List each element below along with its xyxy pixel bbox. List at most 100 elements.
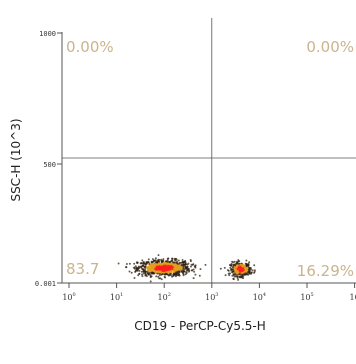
event-dot (166, 264, 170, 268)
x-tick-label: 101 (110, 292, 123, 302)
event-dot (185, 267, 188, 270)
event-dot (155, 275, 158, 278)
event-dot (142, 269, 145, 272)
event-dot (191, 269, 194, 272)
event-dot (170, 259, 173, 262)
event-dot (243, 270, 246, 273)
event-dot (172, 269, 175, 272)
event-dot (135, 269, 137, 272)
event-dot (117, 262, 120, 265)
event-dot (229, 266, 232, 269)
event-dot (177, 274, 180, 277)
event-dot (176, 267, 179, 270)
event-dot (236, 270, 239, 273)
event-dot (150, 266, 152, 269)
event-dot (134, 270, 137, 273)
event-dot (154, 270, 157, 273)
event-dot (157, 254, 160, 257)
event-dot (169, 265, 173, 269)
event-dot (231, 270, 234, 273)
event-dot (177, 259, 180, 262)
event-dot (174, 266, 177, 269)
x-tick-label: 10 (350, 293, 356, 302)
x-tick-label: 105 (300, 292, 313, 302)
event-dot (194, 265, 197, 268)
event-dot (161, 268, 165, 272)
event-dot (147, 258, 150, 261)
event-dot (160, 271, 163, 274)
x-axis-label: CD19 - PerCP-Cy5.5-H (134, 319, 266, 333)
event-dot (128, 270, 131, 273)
event-dot (156, 267, 160, 271)
event-dot (157, 258, 160, 261)
event-dot (147, 272, 150, 275)
event-dot (242, 275, 245, 278)
event-dot (198, 274, 201, 277)
event-dot (244, 272, 247, 275)
event-dot (177, 271, 180, 274)
event-dot (174, 259, 177, 262)
event-dot (182, 266, 185, 268)
event-dot (251, 269, 254, 272)
event-dot (159, 263, 162, 266)
event-dot (182, 274, 185, 277)
event-dot (237, 278, 240, 281)
event-dot (230, 264, 233, 267)
event-dot (154, 257, 157, 260)
event-dot (138, 272, 141, 275)
event-dot (144, 262, 147, 265)
event-dot (239, 276, 242, 279)
x-tick-label: 100 (62, 292, 75, 302)
event-dot (140, 270, 143, 273)
event-dot (188, 269, 191, 272)
event-dot (174, 263, 177, 266)
event-dot (125, 266, 128, 269)
event-dot (152, 266, 155, 269)
event-dot (172, 261, 175, 264)
quadrant-label-bottom-right: 16.29% (297, 262, 354, 280)
event-dot (184, 262, 187, 265)
event-dot (182, 271, 184, 274)
event-dot (253, 264, 256, 267)
event-dot (236, 275, 239, 278)
event-dot (133, 262, 136, 265)
event-dot (184, 273, 187, 276)
quadrant-label-top-right: 0.00% (306, 38, 354, 56)
event-dot (233, 265, 236, 268)
event-dot (236, 264, 239, 267)
event-dot (236, 277, 239, 280)
event-dot (164, 276, 167, 279)
event-dot (166, 273, 169, 276)
event-dot (167, 274, 170, 277)
y-tick-label: 0.001 (35, 280, 56, 288)
event-dot (141, 259, 144, 262)
event-dot (194, 273, 197, 276)
event-dot (184, 259, 187, 262)
event-dot (141, 273, 143, 276)
event-dot (142, 264, 145, 267)
event-dot (173, 264, 175, 267)
event-dot (150, 275, 153, 278)
event-dot (253, 270, 256, 273)
event-dot (154, 259, 157, 262)
event-dot (181, 259, 184, 261)
event-dot (239, 263, 242, 266)
event-dot (192, 277, 195, 280)
event-dot (232, 263, 235, 266)
event-dot (161, 262, 164, 265)
event-dot (146, 261, 149, 263)
event-dot (234, 271, 237, 274)
event-dot (144, 265, 147, 268)
event-dot (236, 261, 239, 264)
event-dot (232, 278, 235, 281)
event-dot (248, 267, 251, 270)
event-dot (182, 268, 185, 271)
event-dot (151, 262, 154, 265)
event-dot (137, 274, 140, 277)
y-tick-label: 500 (43, 161, 56, 169)
event-dot (204, 263, 207, 266)
event-dot (149, 269, 152, 272)
x-tick-label: 102 (158, 292, 171, 302)
x-tick-label: 104 (253, 292, 266, 302)
x-ticks: 100 101 102 103 104 105 10 (62, 283, 356, 302)
